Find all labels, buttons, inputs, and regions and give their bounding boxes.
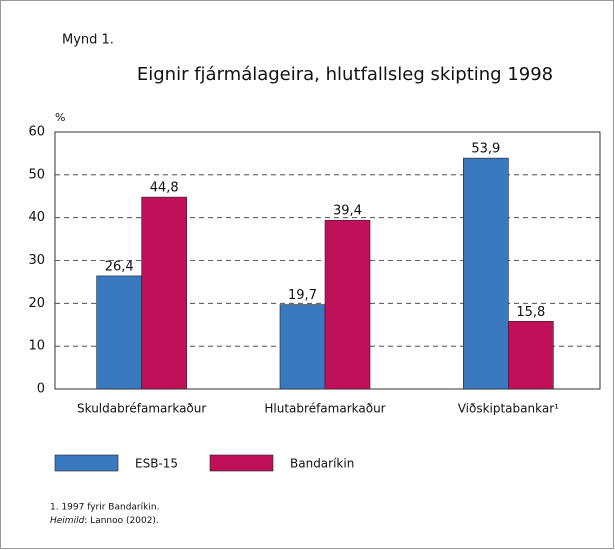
footnote: 1. 1997 fyrir Bandaríkin.: [50, 503, 159, 513]
legend-label: Bandaríkin: [290, 457, 354, 471]
chart-title: Eignir fjármálageira, hlutfallsleg skipt…: [137, 64, 553, 85]
legend-swatch: [209, 454, 274, 472]
y-tick-label: 60: [28, 125, 45, 140]
y-tick-label: 0: [37, 382, 45, 397]
x-tick-label: Skuldabréfamarkaður: [77, 402, 206, 416]
y-tick-label: 20: [28, 296, 45, 311]
bar: [141, 196, 187, 390]
source-label: Heimild: [50, 516, 85, 526]
y-tick-label: 30: [28, 253, 45, 268]
bar: [463, 157, 509, 390]
source-text: : Lannoo (2002).: [84, 516, 159, 526]
value-label: 39,4: [333, 204, 362, 219]
value-label: 26,4: [105, 259, 134, 274]
figure-label: Mynd 1.: [62, 33, 114, 48]
bar: [279, 304, 326, 390]
value-label: 44,8: [150, 181, 179, 196]
legend-swatch: [54, 454, 119, 472]
y-tick-label: 40: [28, 210, 45, 225]
legend-label: ESB-15: [135, 457, 178, 471]
value-label: 19,7: [288, 288, 317, 303]
value-label: 15,8: [516, 305, 545, 320]
value-label: 53,9: [471, 142, 500, 157]
bar: [96, 275, 142, 390]
y-tick-label: 50: [28, 167, 45, 182]
x-tick-label: Viðskiptabankar¹: [458, 402, 559, 416]
y-unit: %: [55, 111, 65, 124]
bar: [324, 219, 371, 390]
bar: [508, 321, 554, 390]
x-tick-label: Hlutabréfamarkaður: [264, 402, 385, 416]
source: Heimild: Lannoo (2002).: [50, 516, 159, 526]
y-tick-label: 10: [28, 339, 45, 354]
